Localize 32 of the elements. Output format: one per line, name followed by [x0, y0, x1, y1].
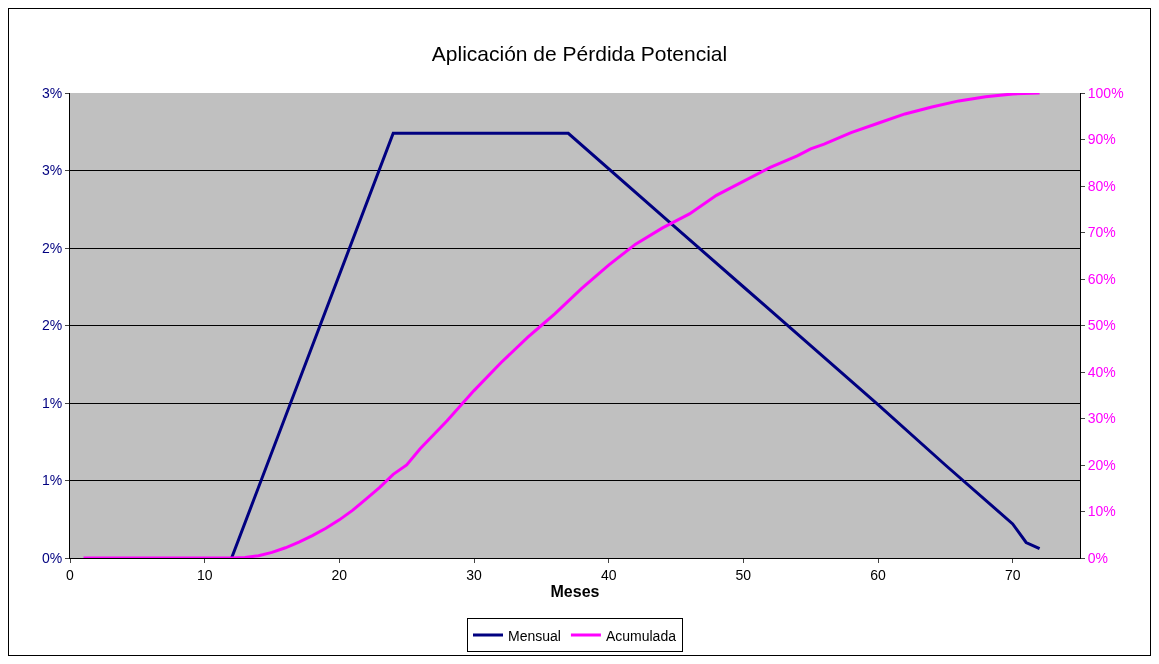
y2-tick-label: 0% [1087, 549, 1109, 566]
line-series [81, 93, 1042, 558]
y-tick-label: 1% [41, 472, 63, 489]
legend-label: Mensual [508, 627, 561, 644]
x-tick-label: 10 [196, 566, 213, 583]
y2-tick-label: 20% [1087, 456, 1116, 473]
x-axis-title: Meses [550, 583, 600, 601]
y2-tick-label: 50% [1087, 317, 1116, 334]
y-tick-label: 3% [41, 84, 63, 101]
y2-tick-label: 60% [1087, 270, 1116, 287]
line-series [230, 131, 1042, 558]
chart-title: Aplicación de Pérdida Potencial [431, 42, 728, 66]
y2-tick-label: 100% [1087, 84, 1124, 101]
y-tick-label: 2% [41, 239, 63, 256]
x-tick-label: 70 [1004, 566, 1021, 583]
y2-tick-label: 70% [1087, 224, 1116, 241]
x-tick-label: 30 [466, 566, 482, 583]
y-tick-label: 2% [41, 317, 63, 334]
y2-tick-label: 90% [1087, 131, 1116, 148]
x-tick-label: 0 [66, 566, 75, 583]
y2-tick-label: 30% [1087, 410, 1116, 427]
y-tick-label: 1% [41, 394, 63, 411]
legend-label: Acumulada [605, 627, 677, 644]
x-tick-label: 60 [870, 566, 886, 583]
x-tick-label: 40 [600, 566, 617, 583]
x-tick-label: 20 [331, 566, 348, 583]
y-tick-label: 0% [41, 549, 63, 566]
y2-tick-label: 10% [1087, 503, 1116, 520]
y-tick-label: 3% [41, 162, 63, 179]
y2-tick-label: 80% [1087, 177, 1116, 194]
y2-tick-label: 40% [1087, 363, 1116, 380]
x-tick-label: 50 [735, 566, 752, 583]
